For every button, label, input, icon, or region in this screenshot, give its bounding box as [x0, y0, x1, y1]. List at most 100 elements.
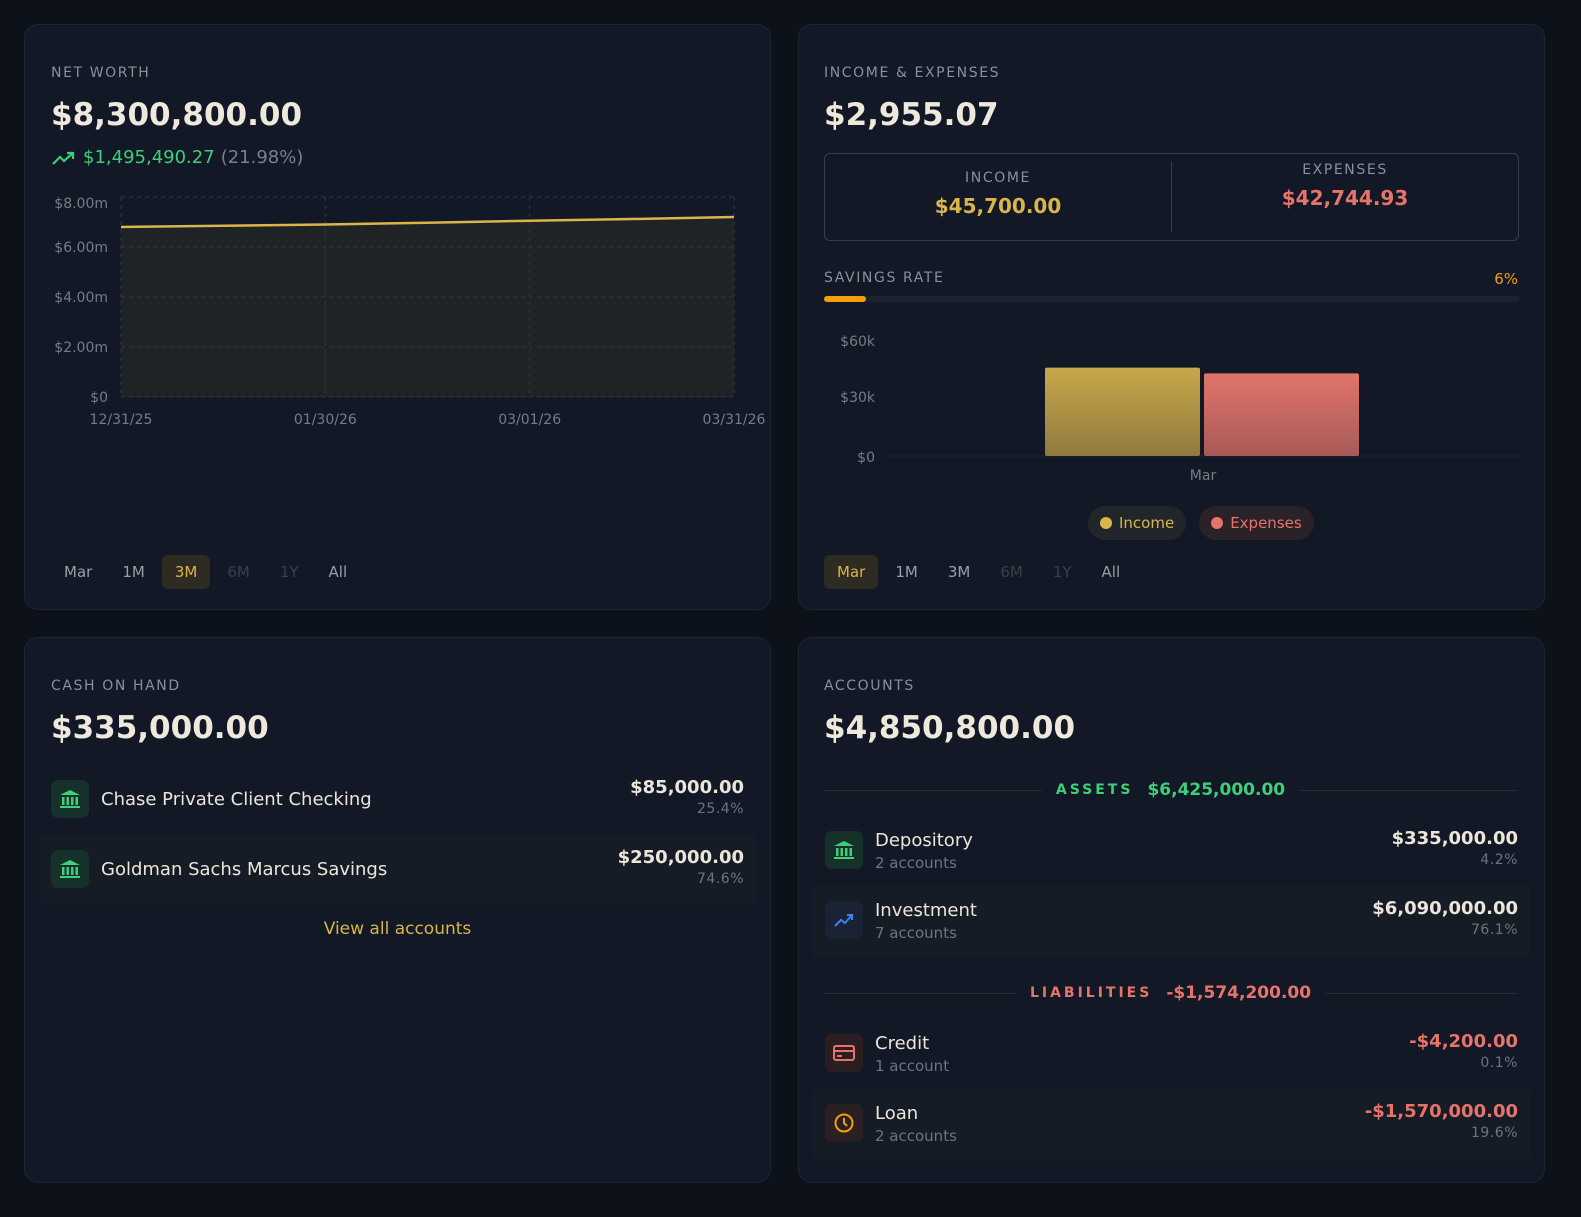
account-row[interactable]: Depository 2 accounts $335,000.00 4.2%: [813, 816, 1530, 886]
net-worth-card: NET WORTH $8,300,800.00 $1,495,490.27 (2…: [24, 24, 771, 610]
y-tick-label: $0: [90, 390, 108, 406]
x-tick-label: 01/30/26: [294, 412, 357, 428]
legend-expenses[interactable]: Expenses: [1199, 506, 1314, 540]
range-tabs: Mar 1M 3M 6M 1Y All: [51, 555, 360, 589]
account-count: 2 accounts: [875, 854, 957, 872]
cash-value: $335,000.00: [51, 710, 269, 746]
account-name: Credit: [875, 1033, 930, 1054]
tab-3m[interactable]: 3M: [947, 563, 971, 581]
trending-up-icon: [52, 151, 75, 165]
legend-income[interactable]: Income: [1088, 506, 1187, 540]
income-value: $45,700.00: [934, 194, 1062, 218]
trending-up-icon: [825, 901, 863, 939]
x-tick-label: Mar: [1190, 468, 1217, 484]
x-tick-label: 12/31/25: [90, 412, 153, 428]
account-name: Loan: [875, 1103, 919, 1124]
legend-label: Income: [1119, 514, 1175, 532]
tab-mar[interactable]: Mar: [824, 555, 879, 589]
tab-1y: 1Y: [1052, 563, 1072, 581]
savings-rate-fill: [824, 296, 866, 302]
account-percent: 19.6%: [1471, 1125, 1518, 1141]
savings-rate-label: SAVINGS RATE: [824, 270, 945, 286]
x-tick-label: 03/31/26: [703, 412, 766, 428]
y-tick-label: $60k: [840, 334, 876, 350]
net-worth-value: $8,300,800.00: [51, 97, 303, 133]
account-count: 2 accounts: [875, 1127, 957, 1145]
y-tick-label: $4.00m: [54, 290, 108, 306]
bar-income[interactable]: [1045, 367, 1200, 456]
tab-1m[interactable]: 1M: [895, 563, 918, 581]
liabilities-divider: LIABILITIES -$1,574,200.00: [823, 983, 1519, 1003]
income-expenses-summary: INCOME $45,700.00 EXPENSES $42,744.93: [824, 153, 1519, 241]
net-worth-chart: $0 $2.00m $4.00m $6.00m $8.00m 12/31/25 01/30/…: [54, 196, 766, 428]
account-amount: $250,000.00: [617, 847, 744, 868]
account-row[interactable]: Investment 7 accounts $6,090,000.00 76.1…: [813, 886, 1530, 956]
card-title: ACCOUNTS: [824, 678, 915, 694]
chart-legend: Income Expenses: [1088, 506, 1314, 540]
income-label: INCOME: [965, 170, 1031, 186]
account-amount: -$4,200.00: [1409, 1031, 1518, 1052]
card-title: INCOME & EXPENSES: [824, 65, 1001, 81]
view-all-accounts-link[interactable]: View all accounts: [323, 919, 472, 939]
bank-icon: [51, 780, 89, 818]
account-row[interactable]: Loan 2 accounts -$1,570,000.00 19.6%: [813, 1089, 1530, 1159]
clock-icon: [825, 1104, 863, 1142]
tab-1m[interactable]: 1M: [122, 563, 145, 581]
bank-icon: [51, 850, 89, 888]
account-amount: $6,090,000.00: [1372, 898, 1518, 919]
card-title: CASH ON HAND: [51, 678, 181, 694]
assets-label: ASSETS: [1055, 782, 1134, 798]
tab-1y: 1Y: [279, 563, 299, 581]
y-tick-label: $6.00m: [54, 240, 108, 256]
savings-rate-value: 6%: [1494, 270, 1518, 288]
card-title: NET WORTH: [51, 65, 151, 81]
y-tick-label: $0: [857, 450, 875, 466]
account-row[interactable]: Credit 1 account -$4,200.00 0.1%: [813, 1019, 1530, 1089]
account-amount: $85,000.00: [630, 777, 744, 798]
range-tabs: Mar 1M 3M 6M 1Y All: [824, 555, 1133, 589]
account-count: 7 accounts: [875, 924, 957, 942]
account-percent: 4.2%: [1480, 852, 1518, 868]
account-name: Depository: [875, 830, 973, 851]
account-name: Chase Private Client Checking: [101, 789, 372, 810]
income-expenses-card: INCOME & EXPENSES $2,955.07 INCOME $45,7…: [798, 24, 1545, 610]
expenses-value: $42,744.93: [1281, 186, 1409, 210]
y-tick-label: $8.00m: [54, 196, 108, 212]
accounts-card: ACCOUNTS $4,850,800.00 ASSETS $6,425,000…: [798, 637, 1545, 1183]
account-amount: -$1,570,000.00: [1364, 1101, 1518, 1122]
account-name: Investment: [875, 900, 977, 921]
account-name: Goldman Sachs Marcus Savings: [101, 859, 388, 880]
account-percent: 25.4%: [697, 801, 744, 817]
accounts-value: $4,850,800.00: [824, 710, 1076, 746]
expenses-label: EXPENSES: [1302, 162, 1388, 178]
tab-6m: 6M: [227, 563, 250, 581]
income-summary: INCOME $45,700.00: [825, 162, 1172, 232]
savings-rate-bar: [824, 296, 1519, 302]
tab-6m: 6M: [1000, 563, 1023, 581]
liabilities-label: LIABILITIES: [1029, 985, 1153, 1001]
change-percent: (21.98%): [220, 147, 304, 168]
change-amount: $1,495,490.27: [83, 147, 215, 168]
account-amount: $335,000.00: [1391, 828, 1518, 849]
cash-on-hand-card: CASH ON HAND $335,000.00 View all accoun…: [24, 637, 771, 1183]
income-dot-icon: [1100, 517, 1112, 529]
x-tick-label: 03/01/26: [498, 412, 561, 428]
net-worth-change: $1,495,490.27 (21.98%): [51, 147, 303, 168]
account-row[interactable]: Chase Private Client Checking $85,000.00…: [39, 765, 756, 835]
credit-card-icon: [825, 1034, 863, 1072]
tab-all[interactable]: All: [1101, 563, 1121, 581]
tab-all[interactable]: All: [328, 563, 348, 581]
account-percent: 76.1%: [1471, 922, 1518, 938]
account-row[interactable]: Goldman Sachs Marcus Savings $250,000.00…: [39, 835, 756, 905]
assets-value: $6,425,000.00: [1147, 780, 1286, 800]
account-count: 1 account: [875, 1057, 950, 1075]
tab-3m[interactable]: 3M: [161, 555, 211, 589]
area-fill: [121, 217, 734, 397]
tab-mar[interactable]: Mar: [64, 563, 93, 581]
expenses-summary: EXPENSES $42,744.93: [1172, 154, 1518, 240]
y-tick-label: $30k: [840, 390, 876, 406]
bar-expenses[interactable]: [1204, 373, 1359, 456]
assets-divider: ASSETS $6,425,000.00: [823, 780, 1518, 800]
liabilities-value: -$1,574,200.00: [1166, 983, 1312, 1003]
expenses-dot-icon: [1211, 517, 1224, 529]
